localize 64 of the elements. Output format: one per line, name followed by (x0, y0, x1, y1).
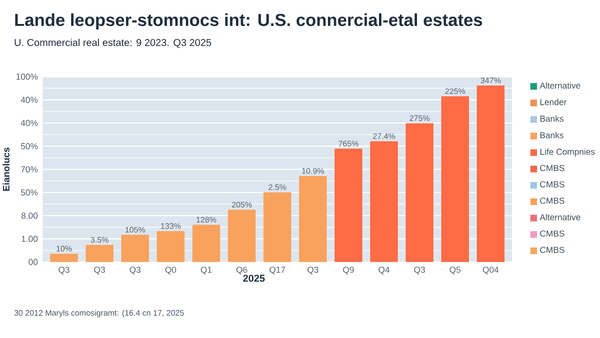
annotation: 105% (125, 226, 146, 233)
annotation: 275% (410, 115, 430, 121)
annotation: 3.5% (90, 236, 108, 243)
x-tick-label: Q4 (378, 266, 390, 274)
text: 1.00 (22, 236, 38, 242)
bar (441, 96, 469, 262)
x-axis-title: 2025 (243, 274, 265, 282)
y-axis-title: Eianolucs (2, 148, 10, 191)
text: 70% (21, 166, 38, 172)
text: 347% (480, 78, 501, 84)
x-tick-label: Q3 (94, 266, 105, 274)
x-tick-label: Q0 (165, 266, 176, 274)
legend-label: CMBS (540, 181, 564, 188)
text: 50% (20, 189, 38, 196)
legend-label: Banks (540, 115, 564, 122)
text: 100% (16, 74, 38, 80)
bar (86, 244, 114, 262)
text: 00 (28, 258, 38, 266)
legend-label: CMBS (540, 198, 564, 204)
x-tick-label: Q3 (130, 266, 141, 274)
annotation: 10% (56, 246, 72, 252)
annotation: 765% (338, 140, 358, 146)
text: 30 2012 Maryls comosigramt: (16.4 cn 17, 2025 (14, 310, 184, 318)
legend-label: Lender (540, 98, 567, 106)
legend-label: CMBS (540, 165, 564, 172)
text: 40% (20, 96, 38, 103)
text: 50% (20, 143, 38, 150)
annotation: 2.5% (268, 184, 286, 190)
annotation: 27.4% (373, 133, 396, 139)
legend-label: Alternative (540, 214, 580, 220)
legend-label: Alternative (540, 82, 580, 89)
annotation: 225% (445, 88, 466, 94)
legend-label: CMBS (540, 230, 564, 237)
bar (476, 85, 505, 262)
legend-label: Life Compnies (540, 148, 595, 157)
bar (299, 176, 327, 262)
x-tick-label: Q9 (343, 266, 354, 274)
x-tick-label: Q3 (58, 266, 70, 274)
bar (370, 141, 398, 262)
x-tick-label: Q17 (270, 266, 286, 274)
annotation: 133% (161, 223, 181, 229)
bar (334, 148, 362, 262)
x-tick-label: Q3 (414, 266, 425, 274)
x-tick-label: Q6 (236, 266, 248, 274)
annotation: 128% (196, 216, 216, 222)
annotation: 10.9% (302, 168, 324, 174)
x-tick-label: Q1 (200, 266, 212, 274)
text: 40% (20, 120, 38, 126)
x-tick-label: Q5 (450, 266, 461, 274)
bar (406, 123, 434, 262)
annotation: 205% (232, 202, 252, 208)
bar (263, 192, 292, 262)
bar (192, 224, 220, 262)
x-tick-label: Q3 (308, 266, 318, 274)
bar (50, 254, 78, 262)
legend-label: Banks (540, 132, 564, 138)
x-tick-label: Q04 (482, 266, 499, 274)
bar (156, 231, 185, 262)
chart-title: Lande leopser-stomnocs int: U.S. connercial-etal estates (15, 13, 482, 30)
text: 8.00 (21, 212, 38, 219)
bar (228, 210, 256, 262)
bar (121, 234, 149, 262)
chart-subtitle: U. Commercial real estate: 9 2023. Q3 2025 (14, 38, 212, 48)
legend-label: CMBS (540, 246, 564, 253)
